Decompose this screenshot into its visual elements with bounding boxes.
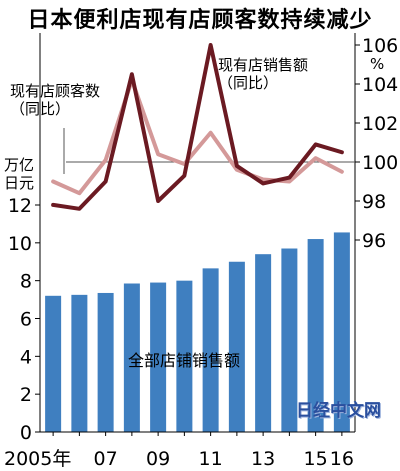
left-tick-label-6: 6	[20, 309, 32, 331]
left-axis-unit-label: 万亿 日元	[4, 156, 34, 192]
bars-layer	[45, 232, 350, 432]
right-tick-label-106: 106	[362, 35, 398, 57]
customers-series-label-line-2: （同比）	[10, 100, 71, 118]
lines-layer	[51, 43, 344, 211]
right-tick-label-104: 104	[362, 74, 398, 96]
right-tick-label-100: 100	[362, 152, 398, 174]
left-tick-label-8: 8	[20, 271, 32, 293]
right-axis-unit-label: %	[370, 55, 385, 73]
bar-2010	[176, 280, 193, 432]
right-tick-label-102: 102	[362, 113, 398, 135]
left-axis-unit-line-2: 日元	[4, 174, 35, 192]
bar-series-label: 全部店铺销售额	[128, 351, 241, 370]
bar-2012	[228, 261, 245, 432]
x-tick-label-15: 15	[304, 448, 328, 470]
bar-2016	[333, 232, 350, 432]
customers-line	[51, 78, 344, 196]
page-title: 日本便利店现有店顾客数持续减少	[27, 8, 373, 33]
x-tick-label-13: 13	[251, 448, 275, 470]
bar-2013	[255, 254, 272, 432]
left-axis-unit-line-1: 万亿	[4, 156, 35, 174]
customers-series-label: 现有店顾客数 （同比）	[10, 82, 100, 118]
bar-2006	[71, 294, 88, 432]
x-tick-label-11: 11	[199, 448, 223, 470]
bar-2011	[202, 268, 219, 432]
x-tick-label-16: 16	[330, 448, 354, 470]
bar-2007	[97, 292, 114, 432]
left-tick-label-0: 0	[20, 422, 32, 444]
bar-2015	[307, 239, 324, 432]
x-tick-label-07: 07	[94, 448, 118, 470]
sales-line	[51, 43, 344, 211]
bar-2014	[281, 248, 298, 432]
sales-series-label-line-1: 现有店销售额	[218, 56, 309, 74]
bar-2009	[150, 282, 167, 432]
customers-series-label-line-1: 现有店顾客数	[10, 82, 101, 100]
sales-series-label: 现有店销售额 （同比）	[218, 56, 308, 92]
right-tick-label-98: 98	[362, 191, 386, 213]
left-tick-label-4: 4	[20, 346, 32, 368]
x-tick-label-2005年: 2005年	[4, 448, 71, 470]
left-tick-label-12: 12	[8, 195, 32, 217]
left-tick-label-10: 10	[8, 233, 32, 255]
bar-2008	[123, 283, 140, 432]
right-tick-label-96: 96	[362, 230, 386, 252]
left-tick-label-2: 2	[20, 384, 32, 406]
x-tick-label-09: 09	[146, 448, 170, 470]
watermark-logo: 日经中文网	[296, 401, 381, 421]
bar-2005	[45, 295, 62, 432]
sales-series-label-line-2: （同比）	[218, 74, 279, 92]
axis-layer: 0 2 4 6 8 10 12 96 98 100 102 104 106 2005年 07 09 11 13 15…	[4, 33, 398, 470]
